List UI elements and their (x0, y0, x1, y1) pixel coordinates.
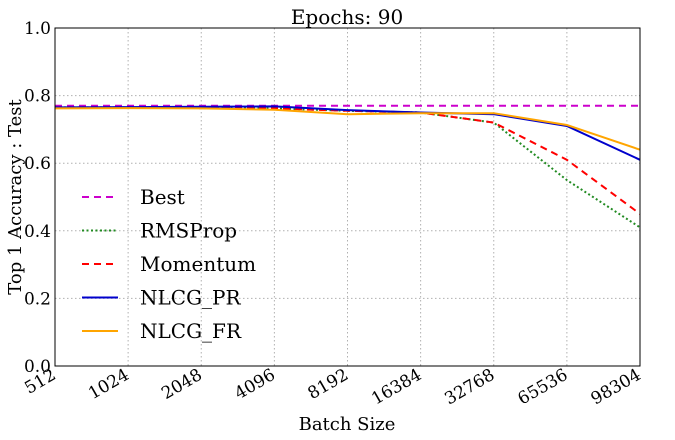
legend-label-nlcg-fr: NLCG_FR (140, 319, 242, 343)
x-tick-label: 16384 (368, 365, 425, 409)
x-axis-ticks: 512 1024 2048 4096 8192 16384 32768 65536 98304 (21, 365, 644, 409)
y-tick-label: 1.0 (24, 19, 51, 39)
legend-label-best: Best (140, 185, 185, 209)
y-tick-label: 0.4 (24, 222, 51, 242)
x-tick-label: 2048 (158, 365, 205, 404)
y-axis-ticks: 0.0 0.2 0.4 0.6 0.8 1.0 (24, 19, 51, 377)
x-axis-label: Batch Size (299, 414, 396, 435)
x-tick-label: 8192 (305, 365, 352, 404)
x-tick-label: 4096 (231, 365, 278, 404)
legend-label-momentum: Momentum (140, 252, 256, 276)
x-tick-label: 65536 (515, 365, 572, 409)
y-tick-label: 0.8 (24, 87, 51, 107)
series-lines (54, 104, 641, 229)
y-tick-label: 0.0 (24, 357, 51, 377)
y-tick-label: 0.6 (24, 154, 51, 174)
legend-label-rmsprop: RMSProp (140, 219, 237, 243)
series-line-nlcg-fr (54, 107, 641, 151)
legend-label-nlcg-pr: NLCG_PR (140, 286, 242, 310)
x-tick-label: 98304 (588, 365, 645, 409)
x-tick-label: 1024 (85, 365, 132, 404)
y-axis-label: Top 1 Accuracy : Test (5, 99, 26, 295)
chart-title: Epochs: 90 (291, 5, 403, 29)
x-tick-label: 32768 (441, 365, 498, 409)
y-tick-label: 0.2 (24, 289, 51, 309)
legend: Best RMSProp Momentum NLCG_PR NLCG_FR (82, 185, 256, 343)
plot-frame (54, 27, 641, 367)
